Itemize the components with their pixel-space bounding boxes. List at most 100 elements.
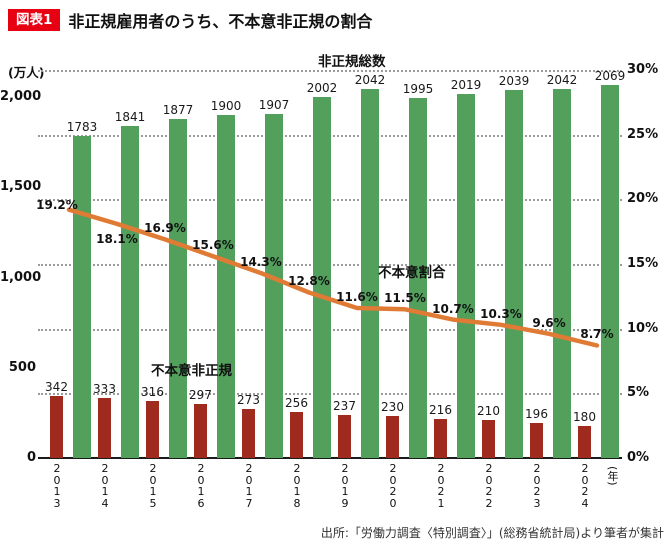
- year-digit: 1: [341, 485, 349, 499]
- right-axis-tick: 25%: [627, 126, 659, 142]
- right-axis-tick: 20%: [627, 191, 659, 207]
- involuntary-bar: [530, 422, 543, 458]
- involuntary-bar: [146, 400, 159, 458]
- total-bar-value: 1995: [402, 81, 434, 96]
- left-axis-tick: 1,500: [0, 179, 42, 195]
- involuntary-bar: [386, 416, 399, 458]
- total-bar-value: 1877: [162, 103, 194, 118]
- total-bar-value: 2039: [498, 73, 530, 88]
- year-digit: 0: [293, 473, 301, 487]
- year-digit: 2: [581, 485, 589, 499]
- year-digit: 0: [389, 473, 397, 487]
- ratio-value-label: 11.5%: [384, 291, 426, 306]
- involuntary-bar-value: 196: [525, 406, 548, 421]
- total-bar: [73, 136, 91, 458]
- total-bar: [121, 125, 139, 458]
- ratio-value-label: 12.8%: [288, 274, 330, 289]
- year-digit: 0: [581, 473, 589, 487]
- year-digit: 2: [533, 462, 541, 475]
- year-digit: 4: [581, 496, 589, 510]
- year-digit: 7: [245, 496, 253, 510]
- year-digit: 2: [485, 496, 493, 510]
- ratio-value-label: 15.6%: [192, 238, 234, 253]
- involuntary-bar: [434, 419, 447, 458]
- total-bar-value: 1900: [210, 99, 242, 114]
- total-bar: [169, 119, 187, 458]
- ratio-value-label: 18.1%: [96, 231, 138, 246]
- involuntary-bar-value: 230: [381, 400, 404, 415]
- total-bar-value: 2042: [354, 73, 386, 88]
- ratio-value-label: 16.9%: [144, 221, 186, 236]
- involuntary-bar: [578, 425, 591, 458]
- ratio-value-label: 11.6%: [336, 289, 378, 304]
- year-digit: 2: [389, 485, 397, 499]
- right-axis-tick: 0%: [627, 450, 650, 465]
- involuntary-bar: [482, 420, 495, 458]
- left-axis-tick: 1,000: [0, 269, 42, 285]
- involuntary-bar-value: 273: [237, 392, 260, 407]
- year-digit: 2: [533, 485, 541, 499]
- total-bar-value: 1907: [258, 97, 290, 112]
- year-digit: 2: [293, 462, 301, 475]
- year-digit: 4: [101, 496, 109, 510]
- year-digit: 2: [101, 462, 109, 475]
- year-digit: 9: [341, 496, 349, 510]
- year-digit: 2: [245, 462, 253, 475]
- right-axis-tick: 5%: [627, 385, 650, 401]
- figure-number-badge: 図表1: [8, 8, 61, 32]
- ratio-value-label: 10.7%: [432, 301, 474, 316]
- involuntary-bar: [98, 397, 111, 458]
- year-digit: 2: [485, 485, 493, 499]
- figure-title: 非正規雇用者のうち、不本意非正規の割合: [68, 12, 373, 31]
- left-axis-tick: 500: [8, 359, 36, 375]
- ratio-value-label: 8.7%: [580, 327, 614, 342]
- involuntary-bar: [50, 396, 63, 458]
- total-bar-value: 2042: [546, 73, 578, 88]
- total-bar: [601, 84, 619, 458]
- involuntary-bar-value: 256: [285, 395, 308, 410]
- ratio-value-label: 10.3%: [480, 306, 522, 321]
- year-digit: 2: [581, 462, 589, 475]
- involuntary-bar: [290, 411, 303, 458]
- involuntary-bar: [338, 415, 351, 458]
- year-digit: 2: [341, 462, 349, 475]
- year-digit: 0: [389, 496, 397, 510]
- year-axis-unit: (年): [606, 466, 619, 486]
- total-bar-value: 1841: [114, 109, 146, 124]
- year-digit: 3: [533, 496, 541, 510]
- involuntary-bar-value: 316: [141, 384, 164, 399]
- annotation-involuntary-bars: 不本意非正規: [151, 363, 232, 379]
- involuntary-bar: [194, 404, 207, 458]
- year-digit: 8: [293, 496, 301, 510]
- right-axis-tick: 30%: [627, 62, 659, 77]
- year-digit: 0: [197, 473, 205, 487]
- figure-header: 図表1 非正規雇用者のうち、不本意非正規の割合: [8, 8, 372, 32]
- year-digit: 6: [197, 496, 205, 510]
- year-digit: 0: [485, 473, 493, 487]
- year-digit: 3: [53, 496, 61, 510]
- year-digit: 2: [437, 462, 445, 475]
- involuntary-bar-value: 216: [429, 403, 452, 417]
- year-digit: 1: [245, 485, 253, 499]
- annotation-ratio-line: 不本意割合: [378, 265, 446, 281]
- year-digit: 0: [437, 473, 445, 487]
- total-bar-value: 2002: [306, 80, 338, 95]
- involuntary-bar-value: 180: [573, 409, 596, 424]
- left-axis-unit-label: (万人): [8, 65, 45, 80]
- source-note: 出所:「労働力調査〈特別調査〉」(総務省統計局)より筆者が集計: [320, 526, 664, 540]
- year-digit: 0: [149, 473, 157, 487]
- left-axis-tick: 2,000: [0, 89, 42, 104]
- year-digit: 0: [533, 473, 541, 487]
- total-bar-value: 2019: [450, 77, 482, 92]
- gridline: [38, 70, 622, 72]
